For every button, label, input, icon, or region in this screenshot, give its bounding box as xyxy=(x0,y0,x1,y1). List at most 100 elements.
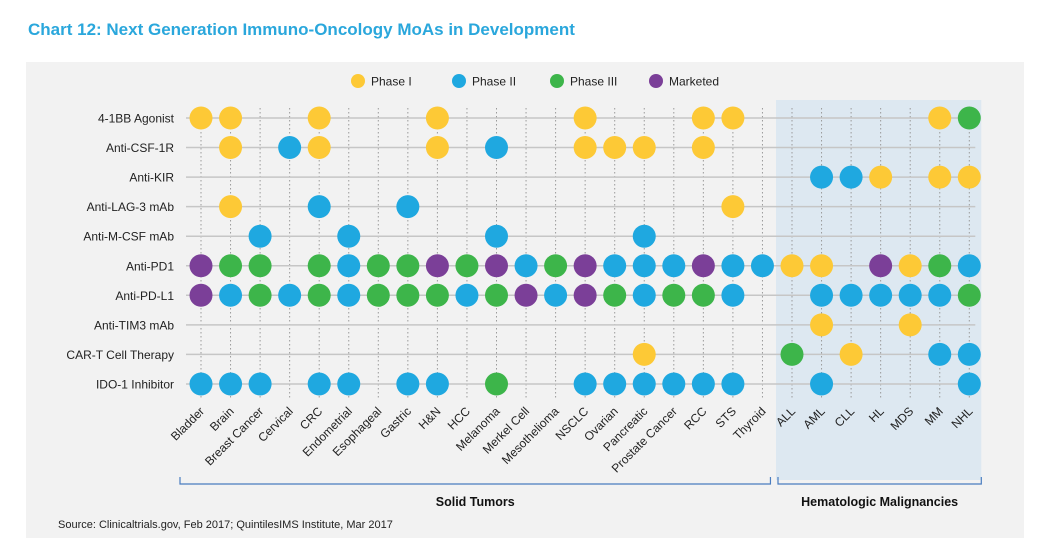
dot-anti-pd-l1-ovarian xyxy=(603,283,627,307)
dot-anti-lag-3-mab-gastric xyxy=(396,195,420,219)
dot-anti-tim3-mab-mds xyxy=(898,313,922,337)
dot-anti-pd-l1-crc xyxy=(307,283,331,307)
dot-anti-csf-1r-brain xyxy=(219,136,243,160)
dot-anti-kir-nhl xyxy=(957,165,981,189)
group-bracket-hematologic-malignancies xyxy=(777,477,982,485)
dot-anti-pd-l1-brain xyxy=(219,283,243,307)
dot-4-1bb-agonist-bladder xyxy=(189,106,213,130)
dot-anti-m-csf-mab-endometrial xyxy=(337,224,361,248)
dot-car-t-cell-therapy-all xyxy=(780,342,804,366)
dot-anti-csf-1r-ovarian xyxy=(603,136,627,160)
dot-anti-pd1-rcc xyxy=(691,254,715,278)
dot-anti-pd-l1-mm xyxy=(928,283,952,307)
dot-ido-1-inhibitor-melanoma xyxy=(485,372,508,396)
dot-anti-lag-3-mab-sts xyxy=(721,195,745,219)
legend-label-phase-iii: Phase III xyxy=(570,75,617,89)
column-label-gastric: Gastric xyxy=(377,404,414,441)
dot-anti-csf-1r-crc xyxy=(307,136,331,160)
dot-anti-pd1-aml xyxy=(810,254,834,278)
row-label-ido-1-inhibitor: IDO-1 Inhibitor xyxy=(96,377,174,391)
dot-ido-1-inhibitor-aml xyxy=(810,372,834,396)
dot-ido-1-inhibitor-nsclc xyxy=(573,372,597,396)
row-label-anti-pd1: Anti-PD1 xyxy=(126,259,174,273)
group-label-solid-tumors: Solid Tumors xyxy=(436,495,515,509)
dot-4-1bb-agonist-brain xyxy=(219,106,243,130)
dot-ido-1-inhibitor-gastric xyxy=(396,372,420,396)
dot-anti-pd-l1-hl xyxy=(869,283,893,307)
dot-anti-csf-1r-pancreatic xyxy=(632,136,656,160)
column-label-handn: H&N xyxy=(416,404,444,432)
dot-ido-1-inhibitor-crc xyxy=(307,372,331,396)
row-label-car-t-cell-therapy: CAR-T Cell Therapy xyxy=(66,348,174,362)
dot-anti-pd-l1-hcc xyxy=(455,283,479,307)
dot-anti-csf-1r-nsclc xyxy=(573,136,597,160)
dot-anti-tim3-mab-aml xyxy=(810,313,834,337)
group-bracket-solid-tumors xyxy=(179,477,772,485)
column-label-rcc: RCC xyxy=(681,404,710,433)
dot-anti-pd1-handn xyxy=(425,254,449,278)
data-dots xyxy=(189,106,981,396)
dot-anti-pd-l1-sts xyxy=(721,283,745,307)
dot-4-1bb-agonist-rcc xyxy=(691,106,715,130)
dot-ido-1-inhibitor-rcc xyxy=(691,372,715,396)
dot-anti-pd-l1-bladder xyxy=(189,283,213,307)
dot-anti-pd-l1-cll xyxy=(839,283,863,307)
chart-title: Chart 12: Next Generation Immuno-Oncolog… xyxy=(28,20,575,39)
dot-4-1bb-agonist-sts xyxy=(721,106,745,130)
dot-anti-pd1-thyroid xyxy=(750,254,774,278)
dot-anti-kir-hl xyxy=(869,165,893,189)
dot-ido-1-inhibitor-ovarian xyxy=(603,372,627,396)
dot-anti-pd1-esophageal xyxy=(366,254,390,278)
dot-anti-pd-l1-rcc xyxy=(691,283,715,307)
dot-anti-pd1-melanoma xyxy=(485,254,508,278)
dot-anti-lag-3-mab-brain xyxy=(219,195,243,219)
dot-anti-pd-l1-merkel-cell xyxy=(514,283,538,307)
legend-swatch-phase-iii xyxy=(550,74,564,88)
row-label-4-1bb-agonist: 4-1BB Agonist xyxy=(98,112,175,126)
dot-anti-kir-mm xyxy=(928,165,952,189)
legend: Phase I Phase II Phase III Marketed xyxy=(351,74,719,89)
dot-anti-pd1-brain xyxy=(219,254,243,278)
dot-ido-1-inhibitor-pancreatic xyxy=(632,372,656,396)
group-label-hematologic-malignancies: Hematologic Malignancies xyxy=(801,495,958,509)
dot-anti-pd1-mesothelioma xyxy=(544,254,568,278)
dot-anti-pd-l1-mds xyxy=(898,283,922,307)
row-labels: 4-1BB Agonist Anti-CSF-1R Anti-KIR Anti-LAG… xyxy=(66,112,174,392)
dot-anti-pd-l1-nsclc xyxy=(573,283,597,307)
dot-anti-pd1-all xyxy=(780,254,804,278)
dot-ido-1-inhibitor-prostate-cancer xyxy=(662,372,686,396)
dot-anti-pd1-gastric xyxy=(396,254,420,278)
dot-anti-pd1-ovarian xyxy=(603,254,627,278)
dot-anti-pd1-hl xyxy=(869,254,893,278)
dot-4-1bb-agonist-crc xyxy=(307,106,331,130)
dot-car-t-cell-therapy-nhl xyxy=(957,342,981,366)
dot-anti-csf-1r-handn xyxy=(425,136,449,160)
column-label-thyroid: Thyroid xyxy=(730,404,768,442)
row-label-anti-tim3-mab: Anti-TIM3 mAb xyxy=(94,318,174,332)
dot-anti-pd-l1-mesothelioma xyxy=(544,283,568,307)
dot-anti-pd-l1-esophageal xyxy=(366,283,390,307)
dot-anti-pd-l1-melanoma xyxy=(485,283,508,307)
column-label-bladder: Bladder xyxy=(168,404,207,443)
dot-ido-1-inhibitor-sts xyxy=(721,372,745,396)
dot-4-1bb-agonist-handn xyxy=(425,106,449,130)
dot-4-1bb-agonist-nsclc xyxy=(573,106,597,130)
dot-anti-pd1-breast-cancer xyxy=(248,254,272,278)
dot-anti-pd-l1-breast-cancer xyxy=(248,283,272,307)
row-label-anti-lag-3-mab: Anti-LAG-3 mAb xyxy=(87,200,175,214)
dot-ido-1-inhibitor-endometrial xyxy=(337,372,361,396)
group-brackets: Solid Tumors Hematologic Malignancies xyxy=(179,477,982,509)
dot-anti-m-csf-mab-pancreatic xyxy=(632,224,656,248)
dot-anti-pd1-nsclc xyxy=(573,254,597,278)
dot-ido-1-inhibitor-breast-cancer xyxy=(248,372,272,396)
dot-anti-pd-l1-endometrial xyxy=(337,283,361,307)
dot-anti-m-csf-mab-breast-cancer xyxy=(248,224,272,248)
dot-anti-kir-cll xyxy=(839,165,863,189)
legend-swatch-marketed xyxy=(649,74,663,88)
dot-anti-pd1-mm xyxy=(928,254,952,278)
dot-anti-pd1-pancreatic xyxy=(632,254,656,278)
dot-anti-pd1-mds xyxy=(898,254,922,278)
legend-swatch-phase-i xyxy=(351,74,365,88)
legend-label-phase-i: Phase I xyxy=(371,75,412,89)
